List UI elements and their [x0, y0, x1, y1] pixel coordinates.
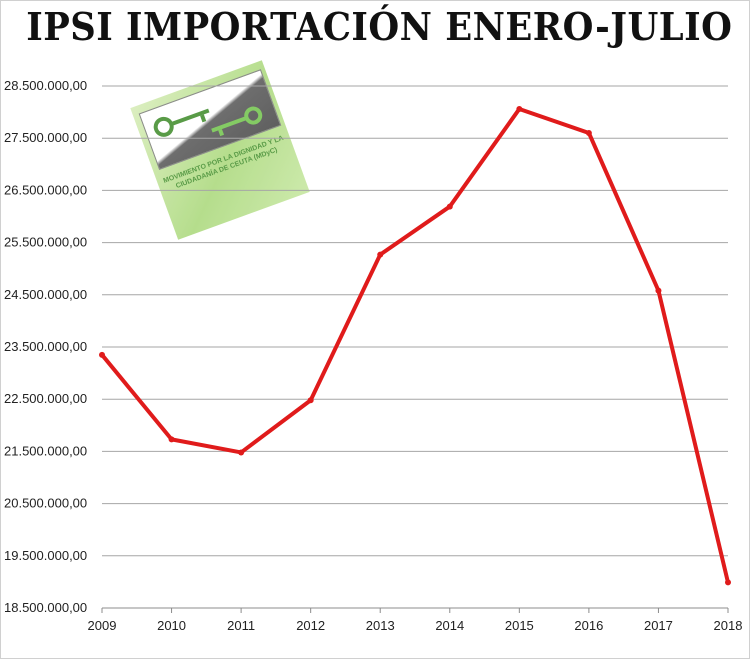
- y-tick-label: 19.500.000,00: [4, 548, 87, 563]
- chart-title: IPSI IMPORTACIÓN ENERO-JULIO: [26, 4, 733, 49]
- x-tick-label: 2010: [157, 618, 186, 633]
- y-tick-label: 26.500.000,00: [4, 182, 87, 197]
- y-tick-label: 21.500.000,00: [4, 443, 87, 458]
- data-point: [655, 287, 662, 294]
- data-point: [307, 397, 314, 404]
- x-tick-label: 2013: [366, 618, 395, 633]
- x-tick-label: 2014: [435, 618, 464, 633]
- data-point: [99, 351, 105, 358]
- y-tick-label: 28.500.000,00: [4, 78, 87, 93]
- x-tick-label: 2012: [296, 618, 325, 633]
- y-tick-label: 23.500.000,00: [4, 339, 87, 354]
- data-point: [377, 251, 384, 258]
- y-tick-label: 20.500.000,00: [4, 496, 87, 511]
- data-point: [446, 203, 453, 210]
- x-tick-label: 2011: [227, 618, 255, 633]
- x-tick-label: 2017: [644, 618, 673, 633]
- key-icon: [138, 69, 282, 171]
- y-tick-label: 22.500.000,00: [4, 391, 87, 406]
- series-group: [99, 105, 731, 586]
- y-axis-ticks: 18.500.000,00 19.500.000,00 20.500.000,00 2…: [4, 78, 87, 615]
- data-point: [238, 449, 245, 456]
- data-point: [725, 579, 731, 586]
- watermark-logo: MOVIMIENTO POR LA DIGNIDAD Y LA CIUDADAN…: [130, 60, 310, 240]
- data-point: [516, 105, 523, 112]
- data-point: [585, 129, 592, 136]
- x-tick-label: 2015: [505, 618, 534, 633]
- series-line: [100, 106, 730, 585]
- x-tick-label: 2018: [714, 618, 743, 633]
- x-axis-ticks: 2009 2010 2011 2012 2013 2014 2015 2016 2017 2018: [88, 608, 743, 633]
- x-tick-label: 2009: [88, 618, 117, 633]
- y-tick-label: 18.500.000,00: [4, 600, 87, 615]
- data-point: [168, 436, 175, 443]
- x-tick-label: 2016: [574, 618, 603, 633]
- gridlines: [102, 85, 728, 609]
- y-tick-label: 24.500.000,00: [4, 287, 87, 302]
- y-tick-label: 25.500.000,00: [4, 235, 87, 250]
- y-tick-label: 27.500.000,00: [4, 130, 87, 145]
